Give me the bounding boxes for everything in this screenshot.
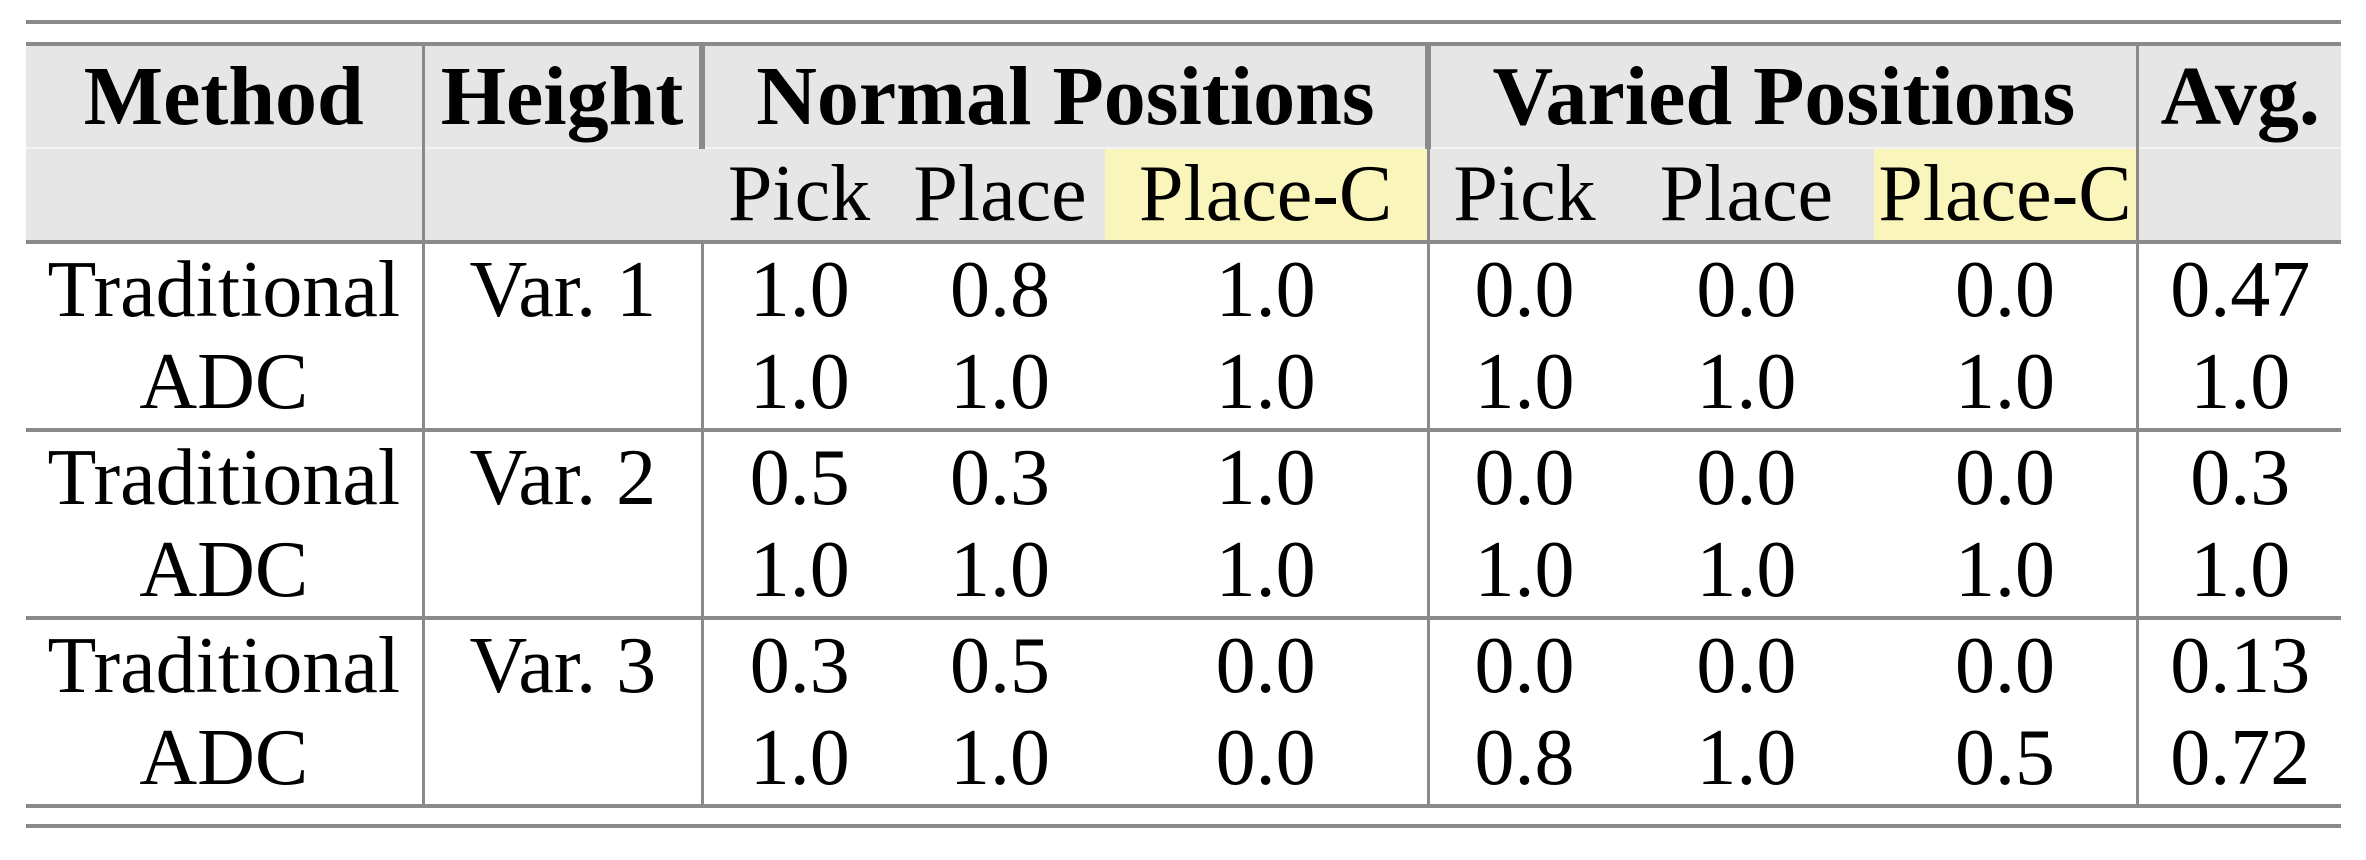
cell-normal-place: 0.8 <box>895 242 1105 336</box>
cell-varied-pick: 0.8 <box>1426 712 1620 806</box>
cell-method: Traditional <box>26 428 424 524</box>
cell-normal-place: 1.0 <box>895 336 1105 430</box>
cell-method: Traditional <box>26 616 424 712</box>
table-row: Traditional Var. 3 0.3 0.5 0.0 0.0 0.0 0… <box>26 616 2341 712</box>
header-spacer-height <box>421 147 703 242</box>
table-row: ADC 1.0 1.0 0.0 0.8 1.0 0.5 0.72 <box>26 712 2341 806</box>
table-row: ADC 1.0 1.0 1.0 1.0 1.0 1.0 1.0 <box>26 524 2341 618</box>
cell-normal-place-c: 1.0 <box>1104 242 1429 336</box>
cell-varied-place: 0.0 <box>1619 428 1874 524</box>
subcol-varied-place-c: Place-C <box>1873 147 2138 242</box>
cell-varied-pick: 0.0 <box>1426 616 1620 712</box>
col-header-height: Height <box>421 44 703 148</box>
cell-normal-place-c: 1.0 <box>1104 524 1429 618</box>
subcol-normal-place: Place <box>895 147 1105 242</box>
col-header-method: Method <box>26 44 424 148</box>
subcol-varied-pick: Pick <box>1426 147 1620 242</box>
cell-varied-place: 1.0 <box>1619 712 1874 806</box>
cell-varied-pick: 1.0 <box>1426 336 1620 430</box>
cell-normal-pick: 0.5 <box>700 428 896 524</box>
cell-avg: 1.0 <box>2136 336 2341 430</box>
cell-varied-place-c: 1.0 <box>1873 524 2138 618</box>
cell-normal-pick: 0.3 <box>700 616 896 712</box>
top-rule-gap <box>26 24 2341 42</box>
cell-normal-place: 1.0 <box>895 712 1105 806</box>
cell-normal-pick: 1.0 <box>700 712 896 806</box>
cell-varied-pick: 0.0 <box>1426 242 1620 336</box>
cell-method: ADC <box>26 712 424 806</box>
cell-avg: 0.72 <box>2136 712 2341 806</box>
results-table-figure: Method Height Normal Positions Varied Po… <box>26 20 2341 828</box>
subcol-normal-place-c: Place-C <box>1104 147 1429 242</box>
top-outer-rule <box>26 20 2341 24</box>
cell-height: Var. 3 <box>421 616 703 712</box>
cell-normal-place-c: 1.0 <box>1104 336 1429 430</box>
cell-varied-place-c: 1.0 <box>1873 336 2138 430</box>
cell-method: ADC <box>26 336 424 430</box>
cell-height: Var. 2 <box>421 428 703 524</box>
cell-varied-place-c: 0.0 <box>1873 616 2138 712</box>
cell-avg: 1.0 <box>2136 524 2341 618</box>
cell-varied-place: 0.0 <box>1619 242 1874 336</box>
cell-avg: 0.3 <box>2136 428 2341 524</box>
cell-method: ADC <box>26 524 424 618</box>
cell-height <box>421 524 703 618</box>
group-header-normal-positions: Normal Positions <box>699 44 1429 148</box>
col-header-avg: Avg. <box>2136 44 2341 148</box>
cell-normal-place-c: 0.0 <box>1104 616 1429 712</box>
cell-height <box>421 712 703 806</box>
cell-varied-place-c: 0.0 <box>1873 242 2138 336</box>
table-row: Traditional Var. 1 1.0 0.8 1.0 0.0 0.0 0… <box>26 242 2341 336</box>
cell-normal-place-c: 1.0 <box>1104 428 1429 524</box>
table-row: ADC 1.0 1.0 1.0 1.0 1.0 1.0 1.0 <box>26 336 2341 430</box>
bottom-outer-rule <box>26 824 2341 828</box>
cell-varied-pick: 1.0 <box>1426 524 1620 618</box>
cell-varied-place: 1.0 <box>1619 336 1874 430</box>
cell-normal-pick: 1.0 <box>700 336 896 430</box>
cell-varied-place-c: 0.0 <box>1873 428 2138 524</box>
cell-normal-pick: 1.0 <box>700 242 896 336</box>
cell-height: Var. 1 <box>421 242 703 336</box>
cell-normal-place-c: 0.0 <box>1104 712 1429 806</box>
group-header-varied-positions: Varied Positions <box>1425 44 2138 148</box>
cell-normal-place: 0.3 <box>895 428 1105 524</box>
subcol-varied-place: Place <box>1619 147 1874 242</box>
header-row-subcols: Pick Place Place-C Pick Place Place-C <box>26 147 2341 242</box>
subcol-normal-pick: Pick <box>702 147 896 242</box>
results-table: Method Height Normal Positions Varied Po… <box>26 42 2341 808</box>
header-spacer-avg <box>2136 147 2341 242</box>
table-row: Traditional Var. 2 0.5 0.3 1.0 0.0 0.0 0… <box>26 428 2341 524</box>
cell-height <box>421 336 703 430</box>
cell-varied-place: 1.0 <box>1619 524 1874 618</box>
cell-varied-place-c: 0.5 <box>1873 712 2138 806</box>
cell-avg: 0.13 <box>2136 616 2341 712</box>
cell-avg: 0.47 <box>2136 242 2341 336</box>
cell-method: Traditional <box>26 242 424 336</box>
cell-normal-pick: 1.0 <box>700 524 896 618</box>
cell-varied-place: 0.0 <box>1619 616 1874 712</box>
header-spacer-method <box>26 147 424 242</box>
cell-normal-place: 0.5 <box>895 616 1105 712</box>
header-row-groups: Method Height Normal Positions Varied Po… <box>26 44 2341 148</box>
cell-normal-place: 1.0 <box>895 524 1105 618</box>
cell-varied-pick: 0.0 <box>1426 428 1620 524</box>
bottom-rule-gap <box>26 808 2341 824</box>
